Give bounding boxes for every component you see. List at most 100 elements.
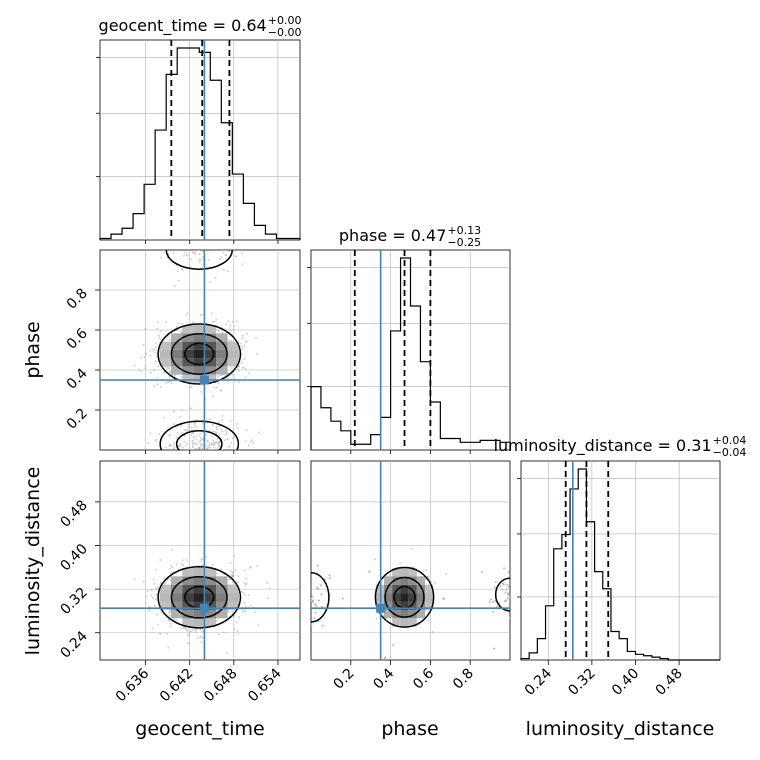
sample-point — [214, 277, 217, 279]
sample-point — [226, 377, 229, 380]
panel-title-sub: −0.25 — [447, 236, 481, 249]
sample-point — [190, 434, 193, 436]
sample-point — [320, 593, 323, 596]
sample-point — [222, 456, 224, 458]
sample-point — [192, 628, 194, 631]
density-cell — [182, 576, 194, 585]
sample-point — [218, 330, 220, 332]
sample-point — [221, 248, 223, 250]
sample-point — [309, 569, 311, 571]
sample-point — [311, 600, 312, 602]
sample-point — [227, 372, 230, 375]
sample-point — [208, 259, 210, 262]
density-cell — [204, 584, 217, 594]
sample-point — [244, 440, 247, 443]
sample-point — [198, 261, 201, 263]
sample-point — [212, 395, 214, 398]
sample-point — [215, 457, 217, 459]
sample-point — [501, 588, 504, 591]
sample-point — [203, 248, 205, 250]
sample-point — [173, 410, 176, 413]
sample-point — [161, 244, 163, 246]
sample-point — [200, 442, 203, 445]
sample-point — [216, 572, 219, 575]
sample-point — [294, 661, 296, 663]
density-cell — [193, 576, 205, 585]
density-cell — [408, 609, 417, 619]
sample-point — [142, 344, 145, 346]
sample-point — [512, 611, 514, 613]
sample-point — [441, 598, 444, 600]
sample-point — [384, 656, 386, 659]
sample-point — [148, 605, 151, 608]
sample-point — [195, 438, 198, 441]
sample-point — [185, 628, 188, 630]
panel-phase-vs-luminosity_distance — [310, 460, 511, 661]
sample-point — [154, 342, 157, 344]
sample-point — [212, 242, 214, 244]
sample-point — [155, 438, 158, 441]
sample-point — [144, 367, 147, 370]
x-tick-label: 0.48 — [653, 666, 686, 699]
sample-point — [248, 594, 251, 597]
sample-point — [201, 438, 204, 441]
sample-point — [173, 453, 175, 455]
sample-point — [443, 597, 446, 600]
sample-point — [144, 601, 147, 604]
density-cell — [400, 576, 409, 585]
density-cell — [170, 349, 183, 359]
sample-point — [205, 433, 208, 436]
sample-point — [304, 565, 306, 567]
sample-point — [305, 594, 307, 596]
sample-point — [166, 366, 169, 368]
density-geocent_time-vs-phase — [133, 242, 261, 459]
sample-point — [215, 318, 218, 321]
sample-point — [246, 340, 248, 343]
sample-point — [155, 588, 158, 591]
sample-point — [218, 633, 220, 636]
sample-point — [213, 443, 216, 446]
panel-title-luminosity_distance: luminosity_distance = 0.31 +0.04−0.04 — [494, 434, 747, 459]
sample-point — [328, 574, 331, 576]
sample-point — [156, 623, 159, 626]
density-cell — [216, 366, 228, 375]
sample-point — [200, 437, 202, 440]
sample-point — [140, 370, 143, 372]
sample-point — [212, 441, 215, 443]
density-cell — [182, 584, 194, 594]
sample-point — [244, 341, 247, 343]
sample-point — [309, 569, 311, 571]
sample-point — [249, 440, 252, 443]
sample-point — [195, 435, 198, 437]
sample-point — [160, 581, 162, 584]
sample-point — [156, 327, 159, 330]
sample-point — [200, 636, 203, 639]
sample-point — [494, 600, 496, 602]
density-cell — [227, 349, 239, 359]
sample-point — [187, 457, 189, 459]
sample-point — [145, 352, 147, 355]
sample-point — [304, 565, 306, 567]
contour-line — [374, 566, 435, 628]
sample-point — [492, 601, 494, 604]
sample-point — [199, 635, 202, 638]
sample-point — [308, 601, 310, 603]
y-tick-label: 0.32 — [57, 585, 90, 618]
sample-point — [313, 617, 315, 620]
sample-point — [227, 611, 230, 614]
sample-point — [180, 376, 182, 378]
sample-point — [426, 575, 429, 578]
x-tick-label: 0.654 — [245, 665, 285, 705]
sample-point — [425, 578, 427, 581]
sample-point — [510, 593, 512, 595]
sample-point — [170, 622, 173, 625]
x-tick-label: 0.2 — [331, 666, 358, 693]
panel-title-sup: +0.13 — [447, 224, 481, 237]
density-cell — [204, 349, 217, 359]
sample-point — [229, 250, 232, 251]
sample-point — [502, 583, 505, 586]
sample-point — [189, 425, 191, 427]
sample-point — [511, 596, 513, 598]
sample-point — [301, 586, 303, 588]
sample-point — [152, 596, 154, 599]
